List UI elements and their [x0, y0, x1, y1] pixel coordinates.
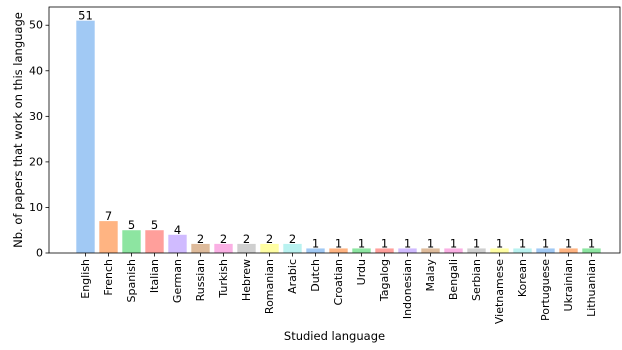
y-tick-label: 20 [29, 155, 43, 168]
bar-turkish [214, 243, 233, 253]
value-label-italian: 5 [151, 218, 158, 232]
bar-vietnamese [490, 248, 509, 253]
x-tick-label-urdu: Urdu [355, 259, 368, 285]
value-label-malay: 1 [427, 236, 434, 250]
x-tick-label-romanian: Romanian [263, 259, 276, 314]
value-label-serbian: 1 [473, 236, 480, 250]
x-tick-label-german: German [171, 259, 184, 303]
value-label-german: 4 [174, 223, 181, 237]
x-tick-label-malay: Malay [424, 259, 437, 292]
bar-romanian [260, 243, 279, 253]
x-tick-label-indonesian: Indonesian [401, 259, 414, 319]
value-label-lithuanian: 1 [588, 236, 595, 250]
x-tick-label-russian: Russian [194, 259, 207, 301]
value-label-arabic: 2 [289, 232, 296, 246]
bar-dutch [306, 248, 325, 253]
x-tick-label-arabic: Arabic [286, 259, 299, 294]
bar-indonesian [398, 248, 417, 253]
x-tick-label-vietnamese: Vietnamese [493, 259, 506, 324]
bar-german [168, 234, 187, 253]
bar-russian [191, 243, 210, 253]
x-tick-label-serbian: Serbian [470, 259, 483, 301]
value-label-bengali: 1 [450, 236, 457, 250]
bar-spanish [122, 230, 141, 253]
bar-lithuanian [582, 248, 601, 253]
value-label-dutch: 1 [312, 236, 319, 250]
value-label-portuguese: 1 [542, 236, 549, 250]
value-label-urdu: 1 [358, 236, 365, 250]
value-label-tagalog: 1 [381, 236, 388, 250]
x-tick-label-turkish: Turkish [217, 259, 230, 299]
value-label-english: 51 [78, 9, 93, 23]
x-tick-label-lithuanian: Lithuanian [585, 259, 598, 317]
value-label-korean: 1 [519, 236, 526, 250]
bar-ukrainian [559, 248, 578, 253]
x-tick-label-tagalog: Tagalog [378, 259, 391, 302]
value-label-russian: 2 [197, 232, 204, 246]
x-tick-label-korean: Korean [516, 259, 529, 297]
x-tick-label-french: French [102, 259, 115, 296]
x-axis: English French Spanish Italian German Russian… [79, 253, 598, 324]
y-tick-label: 40 [29, 64, 43, 77]
value-label-romanian: 2 [266, 232, 273, 246]
x-tick-label-croatian: Croatian [332, 259, 345, 306]
bar-english [76, 20, 95, 254]
bar-urdu [352, 248, 371, 253]
value-label-croatian: 1 [335, 236, 342, 250]
y-tick-label: 0 [36, 247, 43, 260]
plot-frame [48, 6, 621, 254]
bar-korean [513, 248, 532, 253]
x-tick-label-spanish: Spanish [125, 259, 138, 302]
y-axis-label: Nb. of papers that work on this language [11, 12, 25, 248]
bar-french [99, 221, 118, 253]
value-label-ukrainian: 1 [565, 236, 572, 250]
bar-croatian [329, 248, 348, 253]
value-label-vietnamese: 1 [496, 236, 503, 250]
bar-arabic [283, 243, 302, 253]
value-label-indonesian: 1 [404, 236, 411, 250]
value-label-spanish: 5 [128, 218, 135, 232]
bar-bengali [444, 248, 463, 253]
value-label-french: 7 [105, 209, 112, 223]
bar-portuguese [536, 248, 555, 253]
value-label-turkish: 2 [220, 232, 227, 246]
bar-hebrew [237, 243, 256, 253]
bar-tagalog [375, 248, 394, 253]
x-tick-label-dutch: Dutch [309, 259, 322, 292]
value-labels-layer: 51 7 5 5 4 2 2 2 2 2 1 1 1 1 1 1 1 1 1 1 1 1 1 [78, 9, 595, 251]
x-tick-label-italian: Italian [148, 259, 161, 293]
x-tick-label-hebrew: Hebrew [240, 259, 253, 301]
y-tick-label: 10 [29, 201, 43, 214]
x-tick-label-ukrainian: Ukrainian [562, 259, 575, 312]
value-label-hebrew: 2 [243, 232, 250, 246]
y-tick-label: 50 [29, 19, 43, 32]
bar-malay [421, 248, 440, 253]
y-axis: 0 10 20 30 40 50 [29, 19, 49, 260]
bars-layer [76, 20, 601, 254]
x-axis-label: Studied language [284, 329, 385, 343]
x-tick-label-english: English [79, 259, 92, 299]
x-tick-label-portuguese: Portuguese [539, 259, 552, 321]
y-tick-label: 30 [29, 110, 43, 123]
bar-italian [145, 230, 164, 253]
bar-serbian [467, 248, 486, 253]
x-tick-label-bengali: Bengali [447, 259, 460, 300]
